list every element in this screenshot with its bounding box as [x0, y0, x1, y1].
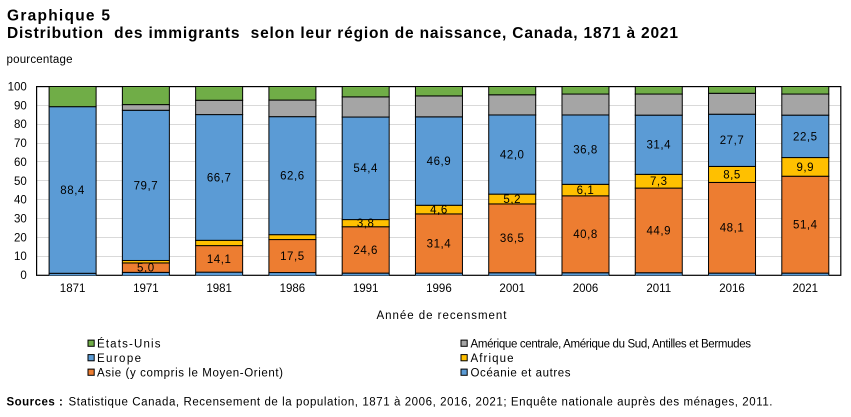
svg-text:4,6: 4,6	[430, 204, 448, 216]
svg-text:5,0: 5,0	[137, 263, 155, 275]
svg-text:Asie (y compris le Moyen-Orien: Asie (y compris le Moyen-Orient)	[97, 367, 283, 379]
svg-text:Afrique: Afrique	[471, 353, 514, 365]
svg-text:9,9: 9,9	[796, 162, 814, 174]
svg-text:30: 30	[14, 213, 27, 225]
svg-text:20: 20	[14, 232, 27, 244]
svg-text:36,5: 36,5	[500, 233, 525, 245]
svg-text:1986: 1986	[280, 283, 306, 295]
svg-text:Statistique Canada, Recensemen: Statistique Canada, Recensement de la po…	[69, 397, 773, 409]
svg-text:88,4: 88,4	[60, 185, 85, 197]
svg-text:40,8: 40,8	[573, 229, 598, 241]
svg-text:51,4: 51,4	[793, 220, 818, 232]
svg-text:8,5: 8,5	[723, 169, 741, 181]
svg-text:60: 60	[14, 157, 27, 169]
svg-text:Europe: Europe	[97, 353, 141, 365]
svg-text:Graphique 5: Graphique 5	[7, 7, 110, 24]
svg-text:24,6: 24,6	[353, 245, 378, 257]
svg-text:50: 50	[14, 176, 27, 188]
svg-text:14,1: 14,1	[207, 254, 232, 266]
svg-text:31,4: 31,4	[427, 238, 452, 250]
svg-text:70: 70	[14, 138, 27, 150]
svg-text:1981: 1981	[206, 283, 232, 295]
svg-text:3,8: 3,8	[357, 218, 375, 230]
svg-text:2021: 2021	[793, 283, 819, 295]
svg-text:1991: 1991	[353, 283, 379, 295]
svg-text:5,2: 5,2	[503, 194, 521, 206]
svg-text:17,5: 17,5	[280, 251, 305, 263]
svg-text:27,7: 27,7	[720, 135, 745, 147]
svg-text:40: 40	[14, 195, 27, 207]
svg-text:1996: 1996	[426, 283, 452, 295]
svg-text:79,7: 79,7	[134, 180, 159, 192]
svg-text:31,4: 31,4	[646, 140, 671, 152]
svg-text:pourcentage: pourcentage	[7, 54, 73, 66]
svg-text:2001: 2001	[499, 283, 525, 295]
svg-text:0: 0	[20, 270, 26, 282]
svg-text:46,9: 46,9	[427, 156, 452, 168]
svg-text:Amérique centrale, Amérique du: Amérique centrale, Amérique du Sud, Anti…	[471, 338, 752, 350]
svg-text:1971: 1971	[133, 283, 159, 295]
svg-text:2011: 2011	[646, 283, 671, 295]
svg-text:36,8: 36,8	[573, 145, 598, 157]
svg-text:22,5: 22,5	[793, 131, 818, 143]
svg-text:Distribution des immigrants: Distribution des immigrants selon leur r…	[7, 25, 678, 42]
svg-text:66,7: 66,7	[207, 172, 232, 184]
svg-text:7,3: 7,3	[650, 176, 668, 188]
svg-text:États-Unis: États-Unis	[97, 337, 161, 350]
svg-text:2016: 2016	[719, 283, 745, 295]
svg-text:6,1: 6,1	[577, 185, 595, 197]
svg-text:Sources :: Sources :	[7, 397, 63, 409]
svg-text:10: 10	[14, 251, 27, 263]
svg-text:100: 100	[8, 82, 27, 94]
svg-text:90: 90	[14, 100, 27, 112]
svg-text:44,9: 44,9	[646, 225, 671, 237]
svg-text:Océanie et autres: Océanie et autres	[471, 367, 571, 379]
svg-text:1871: 1871	[60, 283, 86, 295]
svg-text:54,4: 54,4	[353, 163, 378, 175]
svg-text:80: 80	[14, 119, 27, 131]
svg-text:42,0: 42,0	[500, 149, 525, 161]
svg-text:62,6: 62,6	[280, 171, 305, 183]
svg-text:Année de recensment: Année de recensment	[377, 310, 508, 322]
svg-text:2006: 2006	[573, 283, 599, 295]
svg-text:48,1: 48,1	[720, 223, 745, 235]
